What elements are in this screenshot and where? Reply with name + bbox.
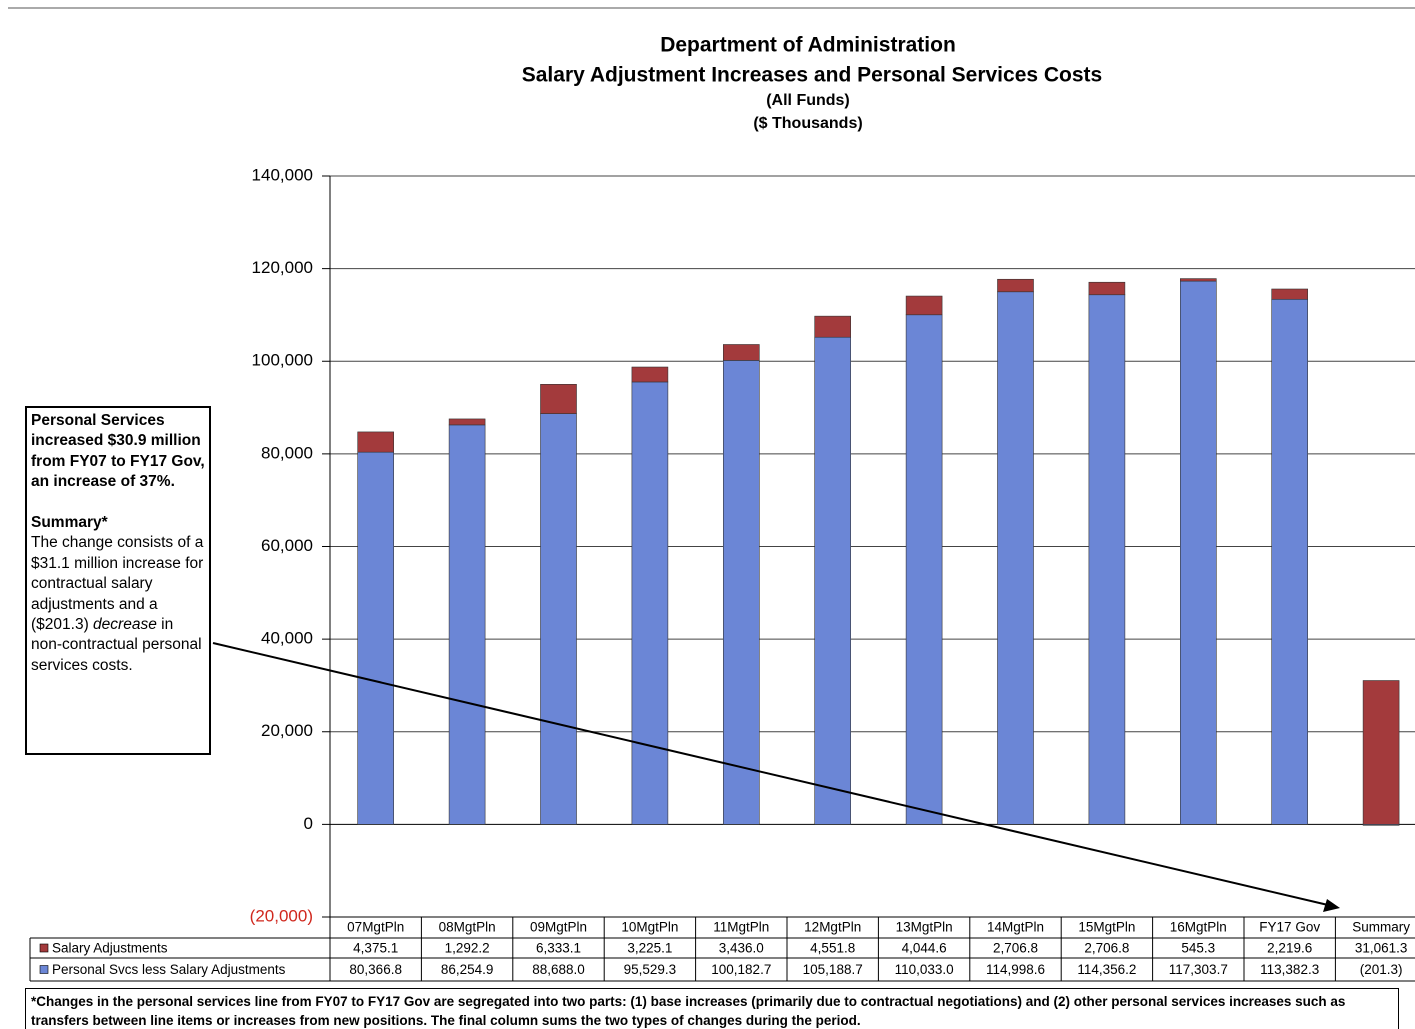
x-tick-label: 13MgtPln bbox=[896, 920, 953, 935]
legend-label: Salary Adjustments bbox=[52, 941, 168, 956]
annotation-text: in non-contractual personal services cos… bbox=[31, 616, 202, 674]
bar-segment bbox=[722, 360, 760, 825]
y-tick-label: (20,000) bbox=[250, 906, 313, 925]
data-label: (201.3) bbox=[1360, 962, 1403, 977]
annotation-emphasis: decrease bbox=[93, 616, 157, 634]
y-tick-label: 80,000 bbox=[261, 443, 313, 462]
data-label: 545.3 bbox=[1181, 941, 1215, 956]
legend-swatch bbox=[39, 943, 49, 953]
x-tick-label: 12MgtPln bbox=[804, 920, 861, 935]
data-label: 2,706.8 bbox=[1084, 941, 1129, 956]
bar-segment bbox=[997, 291, 1034, 825]
bar-segment bbox=[997, 278, 1034, 293]
y-tick-label: 20,000 bbox=[261, 721, 313, 740]
grid: (20,000) 0 20,000 40,000 60,000 80,000 100,000… bbox=[250, 165, 1415, 925]
bar-segment bbox=[1271, 298, 1308, 825]
chart-note: (All Funds) bbox=[766, 92, 850, 109]
x-tick-label: 09MgtPln bbox=[530, 920, 587, 935]
data-label: 3,225.1 bbox=[627, 941, 672, 956]
annotation-headline: Personal Services increased $30.9 millio… bbox=[31, 412, 205, 491]
y-tick-label: 120,000 bbox=[252, 258, 313, 277]
bar-segment bbox=[357, 431, 395, 453]
chart-subtitle: Salary Adjustment Increases and Personal… bbox=[522, 64, 1102, 87]
data-label: 31,061.3 bbox=[1355, 941, 1408, 956]
legend-swatch bbox=[39, 965, 49, 974]
x-tick-label: 11MgtPln bbox=[713, 920, 769, 935]
data-label: 6,333.1 bbox=[536, 941, 581, 956]
data-label: 105,188.7 bbox=[803, 962, 863, 977]
legend-label: Personal Svcs less Salary Adjustments bbox=[52, 962, 286, 977]
data-label: 110,033.0 bbox=[895, 962, 954, 977]
arrow bbox=[212, 642, 1329, 906]
bar-segment bbox=[722, 344, 760, 361]
bar-segment bbox=[448, 418, 486, 426]
data-label: 4,551.8 bbox=[810, 941, 855, 956]
bar-segment bbox=[1362, 680, 1400, 825]
data-label: 2,219.6 bbox=[1267, 941, 1312, 956]
data-label: 80,366.8 bbox=[349, 962, 402, 977]
y-tick-label: 60,000 bbox=[261, 536, 313, 555]
x-tick-label: FY17 Gov bbox=[1259, 920, 1320, 935]
y-tick-label: 140,000 bbox=[252, 165, 313, 184]
data-label: 4,375.1 bbox=[353, 941, 398, 956]
data-label: 113,382.3 bbox=[1260, 962, 1319, 977]
x-tick-label: 08MgtPln bbox=[439, 920, 496, 935]
y-tick-label: 100,000 bbox=[252, 351, 313, 370]
x-tick-label: 10MgtPln bbox=[621, 920, 678, 935]
data-label: 1,292.2 bbox=[445, 941, 490, 956]
x-tick-label: 16MgtPln bbox=[1170, 920, 1227, 935]
data-label: 114,356.2 bbox=[1077, 962, 1136, 977]
data-label: 88,688.0 bbox=[532, 962, 585, 977]
bar-segment bbox=[1088, 281, 1126, 296]
x-tick-label: 15MgtPln bbox=[1078, 920, 1135, 935]
bar-segment bbox=[814, 315, 852, 338]
bar-segment bbox=[540, 413, 577, 825]
data-table: 07MgtPln 4,375.1 80,366.8 08MgtPln 1,292.2 86… bbox=[29, 916, 1415, 982]
data-label: 86,254.9 bbox=[441, 962, 494, 977]
footnote: *Changes in the personal services line f… bbox=[25, 988, 1399, 1029]
bar-segment bbox=[905, 295, 943, 316]
bar-segment bbox=[905, 314, 943, 825]
y-tick-label: 40,000 bbox=[261, 629, 313, 648]
data-label: 4,044.6 bbox=[902, 941, 947, 956]
annotation-box: Personal Services increased $30.9 millio… bbox=[25, 406, 211, 755]
x-tick-label: 14MgtPln bbox=[987, 920, 1044, 935]
bar-segment bbox=[357, 451, 395, 825]
data-label: 95,529.3 bbox=[624, 962, 677, 977]
x-tick-label: 07MgtPln bbox=[347, 920, 404, 935]
bar-segment bbox=[1180, 278, 1217, 282]
bar-segment bbox=[1180, 280, 1217, 825]
data-label: 117,303.7 bbox=[1169, 962, 1228, 977]
bar-segment bbox=[814, 336, 852, 825]
bar-segment bbox=[631, 381, 669, 825]
bar-segment bbox=[540, 384, 577, 414]
x-tick-label: Summary bbox=[1352, 920, 1410, 935]
data-label: 2,706.8 bbox=[993, 941, 1038, 956]
bar-segment bbox=[1088, 294, 1126, 825]
data-label: 3,436.0 bbox=[719, 941, 764, 956]
chart-note: ($ Thousands) bbox=[753, 115, 862, 132]
y-tick-label: 0 bbox=[304, 814, 313, 833]
arrow-head bbox=[1323, 899, 1340, 912]
annotation-summary-title: Summary* bbox=[31, 514, 108, 532]
bar-segment bbox=[448, 424, 486, 825]
bars bbox=[357, 278, 1400, 826]
bar-segment bbox=[631, 366, 669, 383]
bar-segment bbox=[1271, 288, 1308, 300]
data-label: 114,998.6 bbox=[986, 962, 1045, 977]
data-label: 100,182.7 bbox=[711, 962, 771, 977]
annotation-text: The change consists of a $31.1 million i… bbox=[31, 534, 204, 634]
chart-title: Department of Administration bbox=[660, 34, 956, 57]
